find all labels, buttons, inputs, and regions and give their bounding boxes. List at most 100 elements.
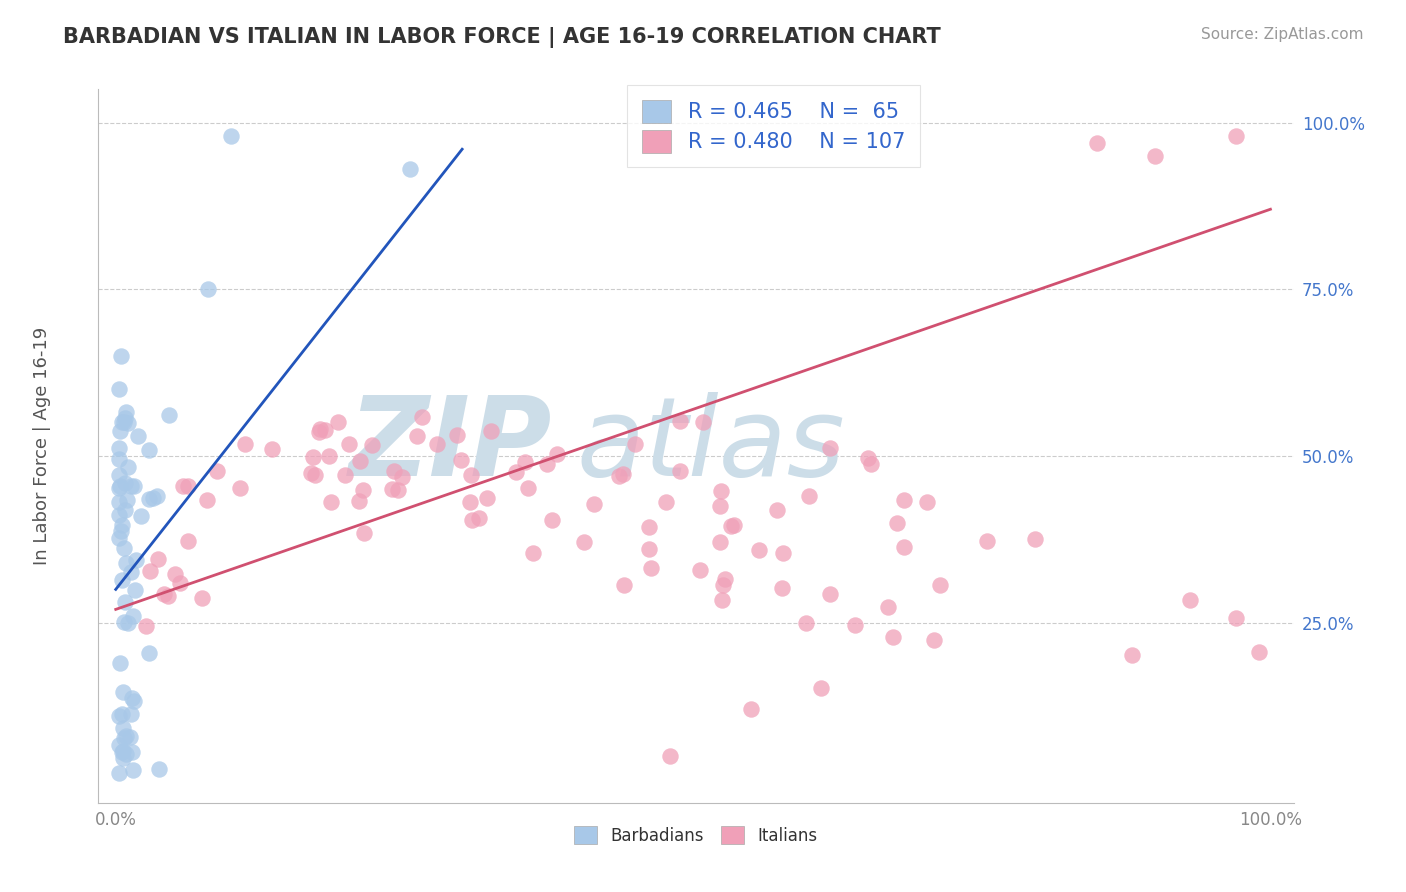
Point bbox=[1121, 648, 1143, 662]
Point bbox=[108, 451, 131, 466]
Point bbox=[124, 694, 146, 708]
Point bbox=[460, 495, 482, 509]
Point bbox=[108, 481, 131, 495]
Point bbox=[1225, 128, 1247, 143]
Point bbox=[117, 459, 139, 474]
Point bbox=[583, 498, 606, 512]
Point bbox=[177, 533, 200, 548]
Point bbox=[112, 685, 135, 699]
Point bbox=[710, 483, 733, 498]
Point bbox=[335, 467, 357, 482]
Point bbox=[1178, 593, 1201, 607]
Point bbox=[624, 437, 647, 451]
Point bbox=[121, 479, 143, 493]
Point bbox=[876, 600, 898, 615]
Point bbox=[382, 464, 405, 478]
Point bbox=[640, 561, 662, 575]
Point bbox=[122, 609, 145, 624]
Point bbox=[860, 457, 883, 471]
Point bbox=[572, 535, 595, 549]
Text: atlas: atlas bbox=[576, 392, 845, 500]
Point bbox=[772, 546, 794, 560]
Point bbox=[125, 553, 148, 567]
Point bbox=[111, 518, 134, 533]
Point bbox=[406, 429, 429, 443]
Point bbox=[165, 566, 187, 581]
Point bbox=[114, 475, 136, 490]
Point bbox=[219, 128, 242, 143]
Point bbox=[766, 503, 789, 517]
Point bbox=[117, 416, 139, 430]
Point bbox=[127, 429, 149, 443]
Point bbox=[114, 503, 136, 517]
Point bbox=[522, 546, 544, 560]
Point bbox=[114, 595, 136, 609]
Point bbox=[381, 482, 404, 496]
Point bbox=[114, 411, 136, 425]
Point bbox=[347, 494, 370, 508]
Point bbox=[928, 578, 950, 592]
Point bbox=[112, 615, 135, 630]
Point bbox=[205, 464, 228, 478]
Text: ZIP: ZIP bbox=[349, 392, 553, 500]
Point bbox=[112, 721, 135, 735]
Point bbox=[110, 656, 132, 670]
Point bbox=[818, 442, 841, 456]
Point bbox=[612, 467, 634, 482]
Point bbox=[120, 565, 142, 579]
Point bbox=[108, 766, 131, 780]
Point bbox=[426, 437, 449, 451]
Point bbox=[1024, 532, 1046, 546]
Point bbox=[723, 518, 745, 533]
Point bbox=[387, 483, 409, 497]
Point bbox=[115, 493, 138, 508]
Point bbox=[169, 576, 191, 591]
Point bbox=[893, 492, 915, 507]
Point bbox=[1143, 149, 1166, 163]
Point bbox=[799, 489, 821, 503]
Point bbox=[233, 437, 256, 451]
Point bbox=[121, 690, 143, 705]
Point bbox=[460, 468, 482, 483]
Point bbox=[172, 479, 194, 493]
Point bbox=[796, 615, 818, 630]
Point bbox=[138, 492, 160, 507]
Point bbox=[111, 573, 134, 587]
Point bbox=[108, 508, 131, 522]
Point bbox=[917, 495, 939, 509]
Point bbox=[748, 542, 770, 557]
Point bbox=[152, 587, 174, 601]
Point bbox=[326, 415, 349, 429]
Point bbox=[856, 451, 879, 466]
Point bbox=[129, 509, 152, 524]
Point bbox=[138, 646, 160, 660]
Point bbox=[709, 499, 731, 513]
Point bbox=[720, 519, 742, 533]
Point bbox=[349, 454, 371, 468]
Point bbox=[893, 541, 915, 555]
Point bbox=[505, 466, 527, 480]
Point bbox=[546, 447, 568, 461]
Point bbox=[111, 706, 134, 721]
Point bbox=[1247, 645, 1270, 659]
Point bbox=[124, 583, 146, 598]
Point bbox=[146, 489, 169, 503]
Point bbox=[450, 453, 472, 467]
Point bbox=[122, 479, 145, 493]
Point bbox=[157, 408, 180, 422]
Point bbox=[142, 491, 165, 506]
Point bbox=[446, 427, 468, 442]
Point bbox=[513, 455, 536, 469]
Point bbox=[886, 516, 908, 531]
Point bbox=[844, 617, 866, 632]
Point bbox=[976, 533, 998, 548]
Point bbox=[669, 414, 692, 428]
Point bbox=[111, 746, 134, 760]
Point bbox=[229, 482, 252, 496]
Point bbox=[314, 423, 336, 437]
Point bbox=[115, 747, 138, 761]
Point bbox=[108, 441, 131, 455]
Point bbox=[655, 495, 678, 509]
Point bbox=[108, 382, 131, 396]
Text: In Labor Force | Age 16-19: In Labor Force | Age 16-19 bbox=[34, 326, 51, 566]
